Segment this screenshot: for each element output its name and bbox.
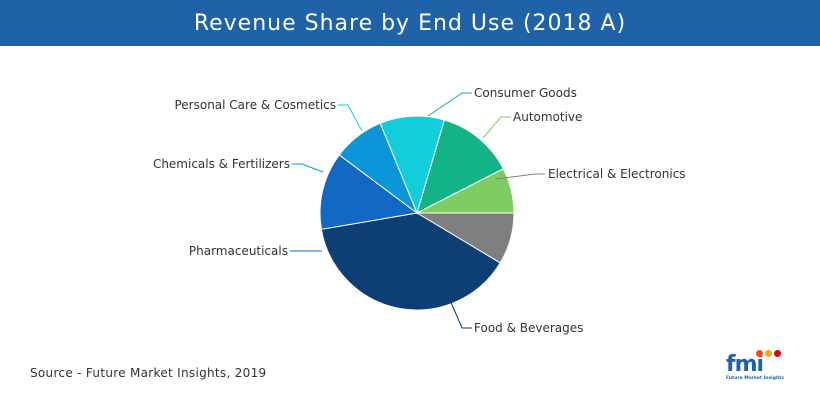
logo-text: fmi <box>726 352 764 377</box>
leader-line <box>482 116 511 139</box>
leader-line <box>338 104 363 132</box>
leader-line <box>495 173 545 180</box>
fmi-logo: fmi Future Market Insights <box>726 350 784 384</box>
chart-title: Revenue Share by End Use (2018 A) <box>193 10 627 36</box>
pie-slice-consumer-goods <box>416 119 505 214</box>
slice-label: Pharmaceuticals <box>189 244 288 258</box>
slice-label: Food & Beverages <box>474 321 583 335</box>
pie-slice-pharmaceuticals <box>319 154 419 230</box>
logo-dot-icon <box>765 350 772 357</box>
source-note: Source - Future Market Insights, 2019 <box>30 366 267 380</box>
logo-dot-icon <box>756 350 763 357</box>
slice-label: Electrical & Electronics <box>548 167 686 181</box>
slice-label: Personal Care & Cosmetics <box>174 98 336 112</box>
leader-line <box>292 163 324 173</box>
pie-slice-automotive <box>416 168 515 214</box>
slice-label: Consumer Goods <box>474 86 577 100</box>
logo-subtext: Future Market Insights <box>726 376 784 381</box>
slice-label: Automotive <box>513 110 582 124</box>
slice-label: Chemicals & Fertilizers <box>153 157 290 171</box>
logo-dot-icon <box>774 350 781 357</box>
leader-line <box>449 299 472 329</box>
pie-slice-food-beverages <box>320 212 501 311</box>
leader-line <box>427 92 472 117</box>
title-bar: Revenue Share by End Use (2018 A) <box>0 0 820 46</box>
